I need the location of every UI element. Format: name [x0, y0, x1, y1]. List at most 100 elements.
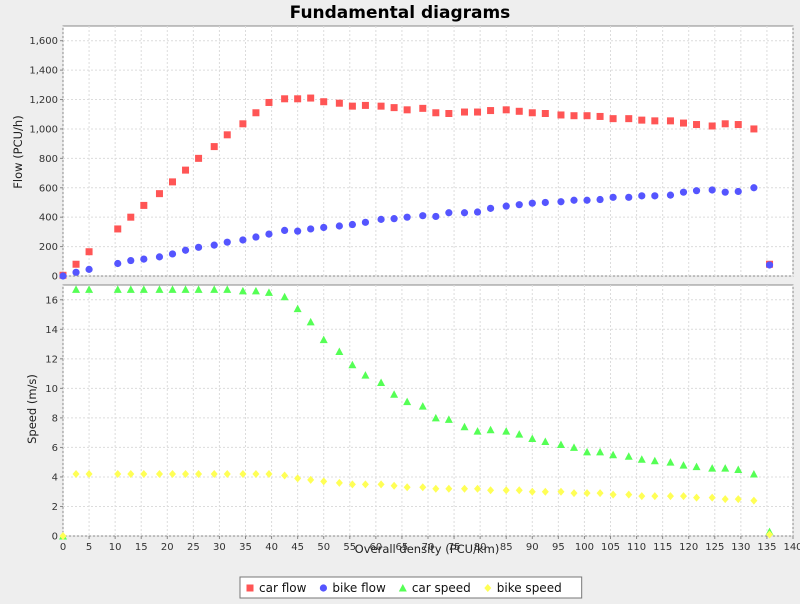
car-flow-point: [750, 125, 758, 133]
car-flow-point: [609, 115, 617, 123]
car-speed-point: [210, 285, 219, 293]
legend-label-car-flow: car flow: [259, 581, 307, 595]
bike-flow-point: [721, 188, 729, 196]
bike-speed-point: [693, 493, 701, 502]
bike-speed-point: [609, 490, 617, 499]
bike-speed-point: [750, 496, 758, 505]
legend-label-bike-speed: bike speed: [497, 581, 562, 595]
car-flow-point: [461, 108, 468, 116]
bike-speed-point: [474, 484, 482, 493]
car-speed-point: [85, 285, 94, 293]
top-y-tick-label: 0: [52, 272, 58, 283]
car-speed-point: [637, 455, 646, 463]
bottom-y-tick-label: 6: [52, 443, 58, 454]
bike-flow-point: [59, 272, 67, 280]
legend-marker-car-flow: [246, 584, 254, 592]
car-flow-point: [487, 107, 495, 115]
car-flow-point: [515, 107, 523, 115]
bike-speed-point: [223, 469, 231, 478]
car-speed-point: [181, 285, 190, 293]
car-flow-point: [223, 131, 231, 139]
car-speed-point: [473, 427, 482, 435]
x-tick-label: 65: [396, 542, 409, 553]
car-speed-point: [556, 440, 565, 448]
car-flow-point: [390, 104, 398, 112]
bike-flow-point: [335, 222, 343, 230]
car-speed-point: [335, 347, 344, 355]
bike-speed-point: [528, 487, 536, 496]
car-flow-point: [195, 154, 203, 162]
car-flow-point: [281, 95, 289, 103]
bike-flow-point: [361, 218, 370, 226]
bike-flow-point: [651, 192, 659, 200]
x-tick-label: 75: [448, 542, 461, 553]
car-flow-point: [114, 225, 122, 233]
bike-flow-point: [609, 193, 617, 201]
x-tick-label: 120: [679, 542, 698, 553]
x-tick-label: 85: [500, 542, 513, 553]
car-speed-point: [515, 430, 524, 438]
top-y-tick-label: 400: [39, 213, 58, 224]
bike-speed-point: [432, 484, 440, 493]
car-flow-point: [210, 143, 218, 151]
bike-speed-point: [666, 492, 674, 501]
bike-speed-point: [169, 469, 176, 478]
car-flow-point: [680, 119, 687, 127]
car-flow-point: [432, 109, 440, 117]
bike-speed-point: [195, 469, 203, 478]
bike-flow-point: [210, 241, 218, 249]
car-flow-point: [361, 101, 369, 109]
bike-flow-point: [281, 226, 289, 235]
bike-speed-point: [85, 469, 93, 478]
car-speed-point: [734, 465, 743, 474]
legend-marker-bike-speed: [484, 584, 492, 592]
bike-speed-point: [335, 478, 343, 487]
bike-flow-point: [486, 204, 495, 212]
bottom-y-tick-label: 14: [45, 325, 58, 336]
car-speed-point: [609, 450, 618, 459]
bike-speed-point: [651, 492, 659, 501]
car-flow-point: [419, 104, 427, 112]
bike-flow-point: [528, 199, 536, 207]
car-speed-point: [692, 462, 701, 471]
bike-flow-point: [239, 236, 247, 244]
car-speed-point: [306, 317, 315, 326]
car-speed-point: [596, 447, 605, 456]
car-speed-point: [361, 371, 370, 379]
bike-flow-point: [557, 198, 565, 206]
car-flow-point: [239, 120, 247, 128]
x-tick-label: 10: [109, 542, 122, 553]
series-bike-flow: [59, 184, 774, 280]
bike-speed-point: [294, 474, 302, 483]
bike-flow-point: [541, 198, 549, 207]
bike-flow-point: [320, 223, 328, 232]
car-flow-point: [348, 102, 356, 110]
legend: car flow bike flow car speed bike speed: [239, 576, 583, 599]
top-y-tick-label: 1,000: [29, 124, 58, 135]
bike-flow-point: [294, 227, 302, 235]
car-speed-point: [139, 285, 148, 293]
bike-speed-point: [155, 469, 163, 478]
bike-speed-point: [445, 484, 453, 493]
legend-label-car-speed: car speed: [412, 581, 471, 595]
car-flow-point: [734, 121, 742, 129]
bike-flow-point: [734, 187, 742, 196]
x-tick-label: 105: [601, 542, 620, 553]
series-car-flow: [59, 94, 774, 279]
car-speed-point: [570, 443, 578, 451]
x-tick-label: 60: [369, 542, 382, 553]
car-speed-point: [223, 285, 232, 293]
car-speed-point: [486, 425, 495, 434]
car-speed-point: [113, 285, 122, 293]
car-speed-point: [264, 288, 273, 296]
bike-speed-point: [625, 490, 633, 499]
bike-flow-point: [625, 193, 633, 201]
car-flow-point: [557, 111, 565, 119]
car-speed-point: [444, 415, 453, 423]
car-speed-point: [293, 304, 302, 313]
bike-speed-point: [419, 483, 427, 492]
bike-speed-point: [596, 489, 604, 498]
bike-flow-point: [85, 265, 93, 273]
top-y-tick-label: 600: [39, 183, 58, 194]
car-flow-point: [377, 102, 385, 110]
